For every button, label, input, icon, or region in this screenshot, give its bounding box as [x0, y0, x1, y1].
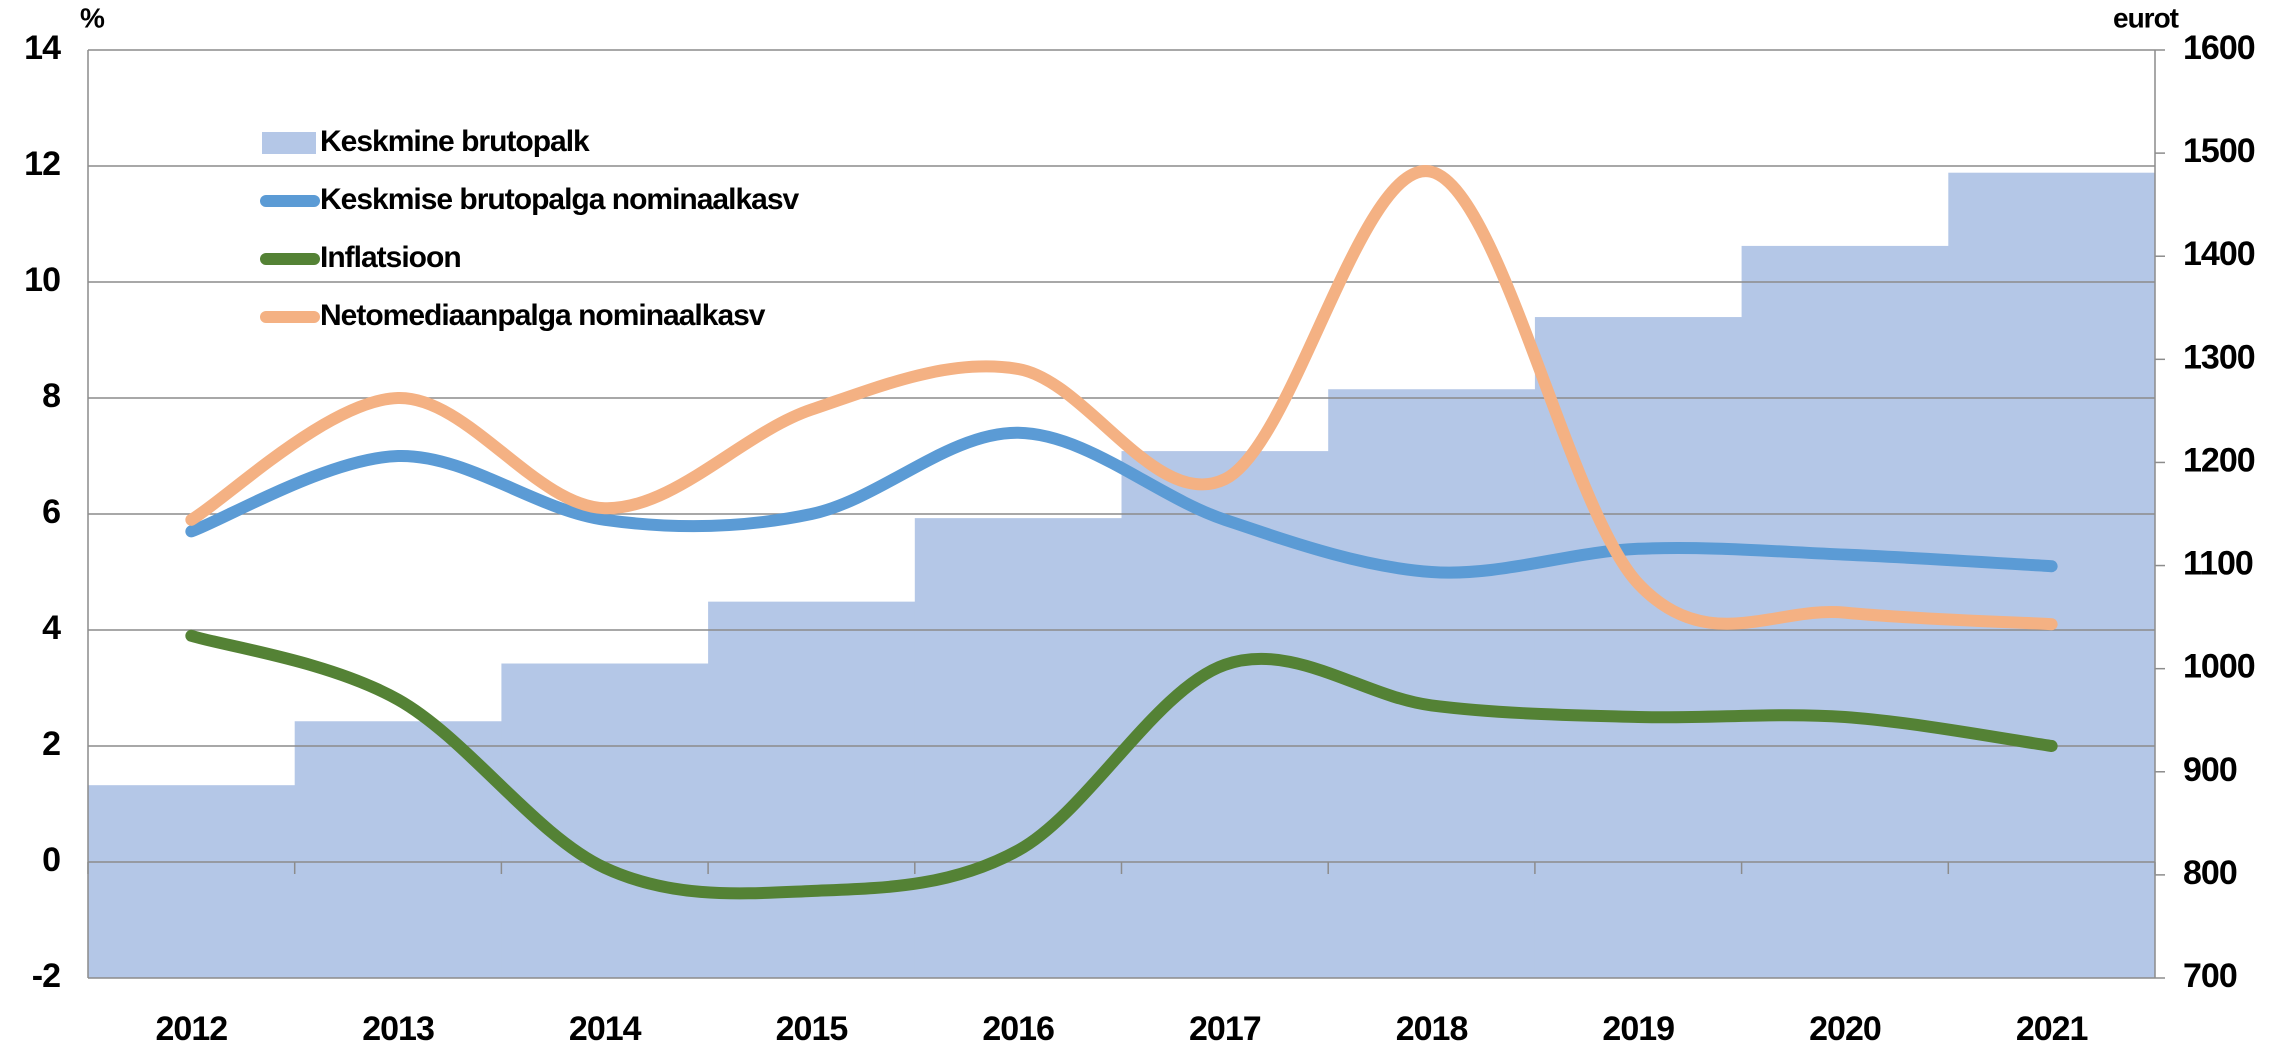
legend-label: Keskmise brutopalga nominaalkasv	[320, 183, 800, 216]
y2-tick-label: 1200	[2183, 441, 2255, 479]
y-tick-label: 10	[24, 261, 60, 299]
y2-tick-label: 800	[2183, 854, 2237, 892]
bar	[88, 785, 296, 978]
y-tick-label: 8	[42, 377, 60, 415]
y2-tick-label: 1000	[2183, 648, 2255, 686]
bar	[1948, 172, 2156, 979]
x-tick-label: 2018	[1396, 1010, 1468, 1041]
bar	[1534, 317, 1743, 979]
y2-tick-label: 700	[2183, 957, 2237, 995]
y2-tick-label: 1500	[2183, 132, 2255, 170]
y2-tick-label: 1300	[2183, 338, 2255, 376]
y-axis-label: %	[80, 2, 105, 33]
x-tick-label: 2013	[362, 1010, 434, 1041]
bar	[708, 601, 916, 978]
y-tick-label: 2	[42, 725, 60, 763]
bars	[88, 172, 2156, 979]
line	[185, 165, 2058, 631]
y-tick-label: 12	[24, 145, 60, 183]
x-tick-label: 2021	[2016, 1010, 2088, 1041]
y2-tick-label: 900	[2183, 751, 2237, 789]
bar	[294, 721, 502, 978]
y2-tick-label: 1600	[2183, 29, 2255, 67]
legend-swatch	[262, 132, 316, 154]
y-tick-label: 4	[42, 609, 61, 647]
y2-tick-label: 1100	[2183, 545, 2253, 583]
y2-axis-label: eurot	[2113, 2, 2179, 33]
x-tick-label: 2017	[1189, 1010, 1261, 1041]
y2-tick-label: 1400	[2183, 235, 2255, 273]
y-tick-label: 14	[24, 29, 61, 67]
bar	[914, 518, 1122, 978]
y-tick-label: 6	[42, 493, 60, 531]
legend-label: Netomediaanpalga nominaalkasv	[320, 299, 766, 332]
x-tick-label: 2012	[156, 1010, 228, 1041]
y-tick-label: -2	[32, 957, 60, 995]
x-tick-label: 2016	[982, 1010, 1054, 1041]
x-tick-label: 2014	[569, 1010, 642, 1041]
line	[185, 426, 2058, 579]
x-tick-label: 2015	[776, 1010, 848, 1041]
y-tick-label: 0	[42, 841, 60, 879]
legend-label: Inflatsioon	[320, 241, 461, 274]
line	[185, 629, 2058, 900]
legend-label: Keskmine brutopalk	[320, 125, 590, 158]
x-tick-label: 2020	[1809, 1010, 1881, 1041]
x-tick-label: 2019	[1602, 1010, 1674, 1041]
